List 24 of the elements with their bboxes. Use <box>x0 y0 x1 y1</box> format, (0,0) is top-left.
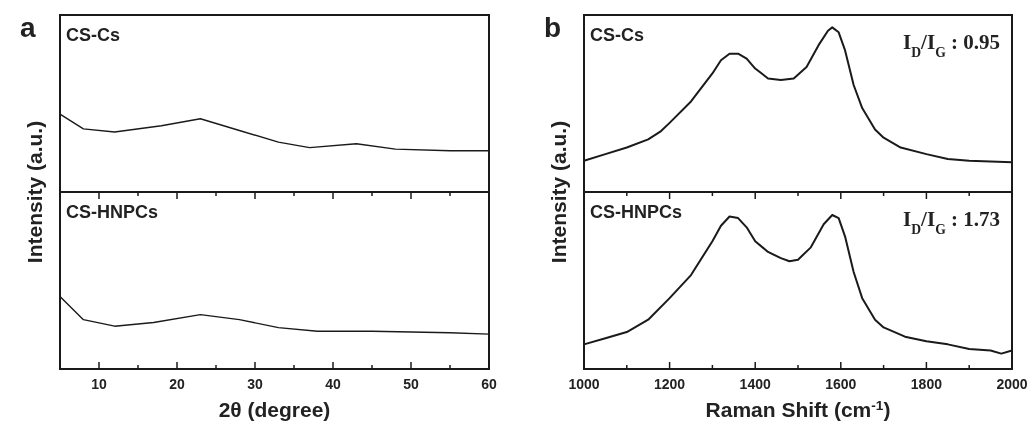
x-axis-title: Raman Shift (cm$^{-1}$) <box>705 397 891 421</box>
x-tick-label: 1400 <box>739 376 771 392</box>
x-tick-label: 2000 <box>996 376 1028 392</box>
x-tick-label: 50 <box>403 376 419 392</box>
x-tick-label: 20 <box>169 376 185 392</box>
y-axis-title: Intensity (a.u.) <box>23 120 46 264</box>
annotation: I$_{D}$/I$_{G}$ : 0.95 <box>903 30 1000 60</box>
x-axis-title: 2θ (degree) <box>218 398 331 421</box>
chart-title: b <box>544 12 562 43</box>
text: CS-Cs <box>66 25 121 45</box>
x-tick-label: 1000 <box>568 376 600 392</box>
x-tick-label: 1600 <box>825 376 857 392</box>
x-tick-label: 1200 <box>654 376 686 392</box>
text: CS-Cs <box>590 25 645 45</box>
legend-label: CS-HNPCs <box>590 202 683 222</box>
x-tick-label: 30 <box>247 376 263 392</box>
chart-title: a <box>20 12 36 43</box>
legend-label: CS-HNPCs <box>66 202 159 222</box>
y-axis-title: Intensity (a.u.) <box>547 120 570 264</box>
x-tick-label: 10 <box>91 376 107 392</box>
annotation: I$_{D}$/I$_{G}$ : 1.73 <box>903 207 1000 237</box>
x-tick-label: 1800 <box>910 376 943 392</box>
x-tick-label: 40 <box>325 376 341 392</box>
x-tick-label: 60 <box>481 376 497 392</box>
